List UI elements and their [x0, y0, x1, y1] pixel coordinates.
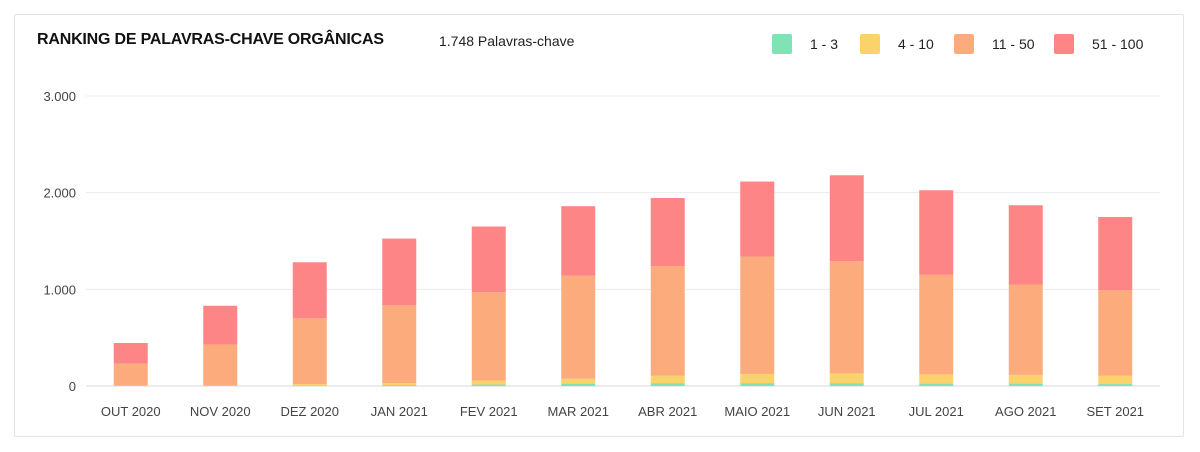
- bar-segment-maio-2021-3: [740, 256, 775, 374]
- bar-segment-ago-2021-2: [1008, 374, 1043, 384]
- x-tick-label: NOV 2020: [190, 404, 251, 419]
- x-tick-label: MAR 2021: [548, 404, 609, 419]
- bar-segment-ago-2021-1: [1008, 383, 1043, 386]
- legend-swatch-4-10: [860, 34, 880, 54]
- bar-segment-jan-2021-1: [382, 385, 417, 386]
- bar-segment-abr-2021-3: [650, 266, 685, 376]
- legend-swatch-1-3: [772, 34, 792, 54]
- bar-segment-jul-2021-3: [919, 274, 954, 375]
- bar-segment-fev-2021-1: [471, 384, 506, 386]
- bar-segment-jul-2021-4: [919, 190, 954, 275]
- bar-segment-set-2021-2: [1098, 375, 1133, 385]
- bar-segment-jun-2021-4: [829, 175, 864, 262]
- bar-segment-abr-2021-2: [650, 375, 685, 384]
- x-tick-label: JUN 2021: [818, 404, 876, 419]
- bar-segment-jun-2021-1: [829, 383, 864, 386]
- x-tick-label: ABR 2021: [638, 404, 697, 419]
- y-tick-label: 0: [69, 379, 76, 394]
- bar-segment-maio-2021-1: [740, 383, 775, 386]
- bar-segment-jan-2021-2: [382, 383, 417, 386]
- legend-item-11-50[interactable]: 11 - 50: [954, 34, 1035, 54]
- bar-segment-set-2021-4: [1098, 217, 1133, 291]
- chart-title: RANKING DE PALAVRAS-CHAVE ORGÂNICAS: [37, 31, 384, 48]
- bar-segment-abr-2021-4: [650, 197, 685, 267]
- x-tick-label: SET 2021: [1086, 404, 1144, 419]
- y-tick-label: 3.000: [43, 89, 76, 104]
- bar-segment-out-2020-3: [113, 363, 148, 386]
- bar-segment-dez-2020-3: [292, 318, 327, 385]
- x-tick-label: MAIO 2021: [724, 404, 790, 419]
- legend-item-51-100[interactable]: 51 - 100: [1054, 34, 1143, 54]
- legend-item-1-3[interactable]: 1 - 3: [772, 34, 838, 54]
- bar-segment-jun-2021-2: [829, 373, 864, 384]
- bar-segment-abr-2021-1: [650, 383, 685, 386]
- bar-segment-dez-2020-4: [292, 262, 327, 319]
- x-tick-label: FEV 2021: [460, 404, 518, 419]
- legend-swatch-11-50: [954, 34, 974, 54]
- bar-segment-set-2021-1: [1098, 384, 1133, 386]
- bar-segment-dez-2020-2: [292, 384, 327, 386]
- bar-segment-jan-2021-4: [382, 238, 417, 306]
- x-tick-label: AGO 2021: [995, 404, 1056, 419]
- bar-segment-fev-2021-4: [471, 226, 506, 293]
- bar-segment-nov-2020-4: [203, 305, 238, 345]
- legend-label-11-50: 11 - 50: [992, 36, 1035, 52]
- bar-segment-fev-2021-2: [471, 380, 506, 385]
- bar-segment-set-2021-3: [1098, 290, 1133, 376]
- bar-segment-maio-2021-4: [740, 181, 775, 257]
- y-tick-label: 2.000: [43, 186, 76, 201]
- bar-segment-mar-2021-1: [561, 383, 596, 386]
- bar-segment-ago-2021-4: [1008, 205, 1043, 285]
- keyword-count: 1.748 Palavras-chave: [439, 33, 575, 49]
- bar-segment-jun-2021-3: [829, 261, 864, 374]
- bar-segment-jul-2021-1: [919, 383, 954, 386]
- bar-segment-fev-2021-3: [471, 292, 506, 381]
- x-tick-label: DEZ 2020: [280, 404, 339, 419]
- legend-label-51-100: 51 - 100: [1092, 36, 1144, 52]
- x-tick-label: JUL 2021: [909, 404, 964, 419]
- legend-label-1-3: 1 - 3: [810, 36, 839, 52]
- bar-segment-jan-2021-3: [382, 305, 417, 384]
- legend-swatch-51-100: [1054, 34, 1074, 54]
- legend-item-4-10[interactable]: 4 - 10: [860, 34, 934, 54]
- bar-segment-mar-2021-3: [561, 275, 596, 379]
- x-tick-label: OUT 2020: [101, 404, 161, 419]
- bar-segment-mar-2021-2: [561, 378, 596, 384]
- bar-segment-out-2020-4: [113, 342, 148, 364]
- y-tick-label: 1.000: [43, 282, 76, 297]
- x-tick-label: JAN 2021: [371, 404, 428, 419]
- bar-segment-ago-2021-3: [1008, 284, 1043, 375]
- bar-segment-nov-2020-3: [203, 344, 238, 386]
- bar-segment-maio-2021-2: [740, 373, 775, 384]
- bar-segment-jul-2021-2: [919, 374, 954, 384]
- legend-label-4-10: 4 - 10: [898, 36, 934, 52]
- bar-segment-mar-2021-4: [561, 206, 596, 276]
